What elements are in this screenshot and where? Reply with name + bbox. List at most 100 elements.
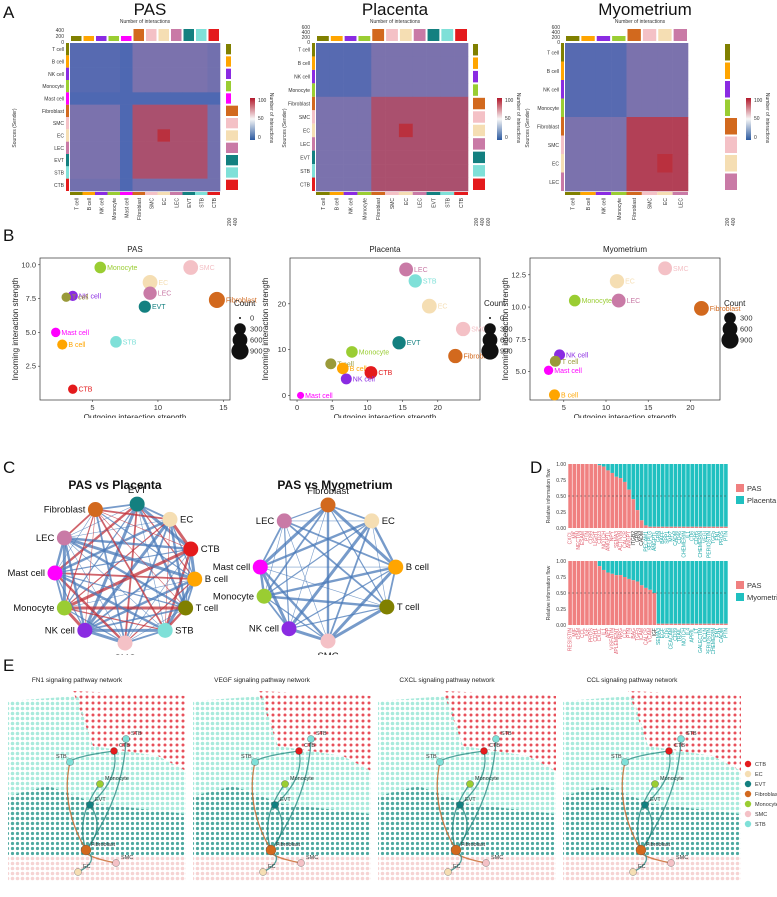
spatial-node-label: Monocyte — [105, 776, 129, 782]
heatmap-cell — [426, 69, 441, 84]
heatmap-cell — [70, 129, 83, 142]
scatter-point — [183, 260, 199, 275]
heatmap-cell — [145, 67, 158, 81]
spatial-node — [456, 801, 464, 809]
bar-segment-other — [715, 464, 720, 527]
heatmap-cell — [132, 129, 146, 142]
bar-segment-pas — [601, 569, 606, 625]
heatmap-cell — [657, 61, 673, 81]
spatial-title: FN1 signaling pathway network — [32, 677, 123, 684]
heatmap-cell — [329, 123, 344, 138]
hm3-legend-title: Number of interactions — [764, 93, 770, 144]
heatmap-cell — [170, 67, 183, 81]
scatter-point-label: T cell — [562, 359, 579, 366]
heatmap-col-label: T cell — [321, 198, 327, 210]
heatmap-cell — [145, 80, 158, 93]
scatter-legend-dot — [724, 312, 736, 324]
bar-segment-other — [660, 464, 665, 527]
bar-segment-pas — [610, 472, 615, 528]
heatmap-cell — [357, 69, 372, 84]
spatial-node — [80, 844, 92, 856]
bar-category-label: CD23 — [597, 531, 603, 544]
heatmap-row-sum-bar — [725, 118, 737, 135]
heatmap-cell — [412, 150, 427, 165]
bar-segment-other — [707, 561, 711, 624]
spatial-node — [444, 868, 452, 876]
heatmap-row-color — [561, 98, 564, 117]
scatter-point — [57, 339, 68, 350]
hm3-legend-bar — [746, 98, 751, 140]
heatmap-row-label: B cell — [298, 61, 310, 67]
heatmap-cell — [70, 154, 83, 167]
heatmap-cell — [398, 69, 414, 84]
bar-segment-other — [639, 464, 644, 521]
heatmap-col-label: EVT — [431, 198, 437, 208]
bar-category-label: COMPLEMENT — [614, 628, 620, 654]
bar-segment-pas — [597, 566, 602, 625]
heatmap-cell — [641, 43, 658, 62]
heatmap-row-sum-bar — [725, 99, 730, 116]
spatial-node-label: STB — [241, 754, 252, 760]
heatmap-cell — [343, 56, 358, 71]
heatmap-col-sum-bar — [372, 29, 385, 41]
heatmap-cell — [357, 56, 372, 71]
spatial-legend-label: SMC — [755, 812, 767, 818]
heatmap-row-color — [312, 123, 315, 138]
network-1: Fibroblast EC B cell T cell SMC NK cell Monocy… — [213, 486, 429, 655]
heatmap-cell — [565, 172, 581, 192]
heatmap-col-label: SMC — [648, 198, 654, 210]
heatmap-row-label: B cell — [52, 60, 64, 66]
bar-ytick-label: 0.50 — [556, 494, 566, 500]
bar-segment-pas — [580, 464, 585, 528]
heatmap-row-label: T cell — [298, 48, 310, 54]
scatter-point — [142, 274, 158, 290]
heatmap-row-sum-bar — [473, 44, 478, 56]
scatter-point-label: Mast cell — [305, 393, 333, 400]
heatmap-cell — [626, 172, 643, 192]
hm3-top-tick-2: 200 — [552, 35, 561, 41]
heatmap-col-label: Monocyte — [617, 198, 623, 220]
heatmap-cell — [329, 43, 344, 57]
bar-ytick-label: 0.50 — [556, 591, 566, 597]
heatmap-cell — [672, 80, 689, 99]
network-edge — [263, 504, 329, 597]
bar-segment-pas — [660, 623, 665, 625]
network-node — [256, 588, 272, 604]
heatmap-row-color — [312, 83, 315, 97]
heatmap-row-color — [312, 137, 315, 151]
bar-ytick-label: 0.25 — [556, 510, 566, 516]
spatial-legend-dot — [744, 820, 752, 828]
scatter-xlabel: Outgoing interaction strength — [334, 413, 437, 418]
heatmap-cell — [195, 166, 208, 179]
heatmap-col-sum-bar — [108, 36, 119, 41]
scatter-point-label: Monocyte — [107, 265, 137, 272]
heatmap-col-label: EC — [162, 198, 168, 205]
network-node — [281, 621, 297, 637]
bar-category-label: CADM — [673, 531, 679, 546]
scatter-ytick-label: 20 — [278, 299, 286, 308]
bar-category-label: OSM — [576, 628, 582, 639]
bar-segment-other — [618, 464, 623, 479]
bar-segment-pas — [652, 526, 657, 528]
bar-segment-pas — [707, 526, 711, 528]
heatmap-row-label: NK cell — [543, 87, 559, 93]
heatmap-cell — [70, 166, 83, 179]
heatmap-row-color — [561, 172, 564, 191]
heatmap-cell — [132, 55, 146, 68]
heatmap-row-color — [66, 43, 69, 56]
heatmap-cell — [207, 80, 221, 93]
heatmap-cell — [454, 69, 469, 84]
heatmap-row-label: Mast cell — [44, 97, 64, 103]
heatmap-cell — [426, 43, 441, 57]
bar-segment-other — [724, 464, 728, 527]
spatial-node — [482, 859, 490, 867]
heatmap-cell — [385, 137, 400, 151]
bar-segment-pas — [724, 623, 728, 625]
bar-segment-pas — [568, 561, 572, 625]
spatial-node — [450, 844, 462, 856]
spatial-node-label: STB — [131, 731, 142, 737]
spatial-map-3: CCL signaling pathway networkSTBSTBCTBMo… — [563, 677, 741, 881]
scatter-xtick-label: 10 — [363, 403, 371, 412]
heatmap-cell — [371, 110, 386, 125]
network-edge — [95, 509, 191, 550]
